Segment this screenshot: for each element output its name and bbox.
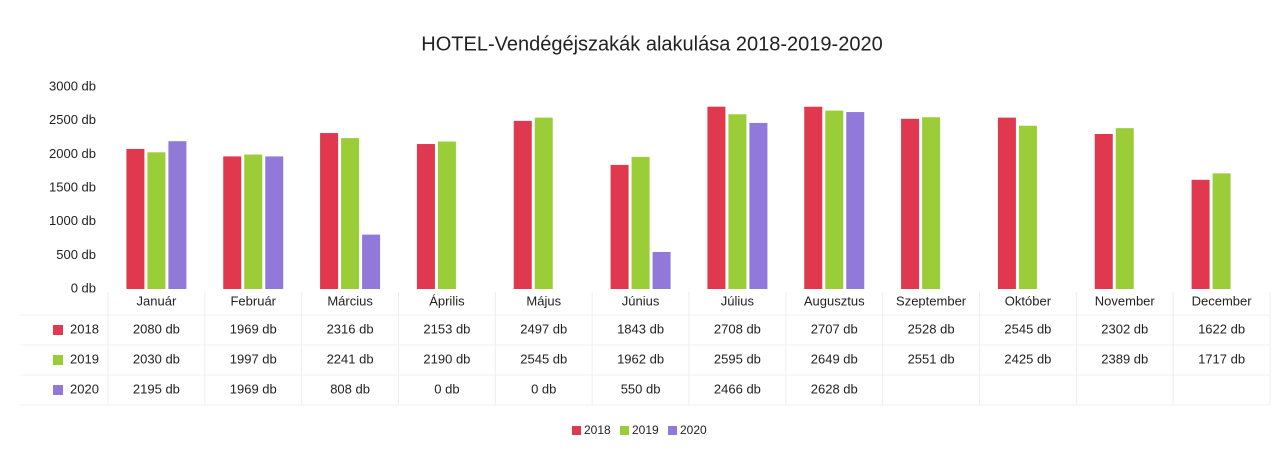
- y-tick-label: 500 db: [56, 247, 96, 262]
- bar: [631, 156, 650, 289]
- bar: [804, 106, 823, 289]
- table-value: 2649 db: [811, 351, 858, 366]
- table-value: 0 db: [531, 381, 556, 396]
- x-tick-label: Szeptember: [896, 293, 967, 308]
- table-value: 1997 db: [230, 351, 277, 366]
- bar: [922, 117, 941, 289]
- bar: [1191, 179, 1210, 289]
- chart-title: HOTEL-Vendégéjszakák alakulása 2018-2019…: [421, 33, 882, 55]
- table-value: 2545 db: [520, 351, 567, 366]
- table-value: 1969 db: [230, 321, 277, 336]
- x-tick-label: Augusztus: [804, 293, 865, 308]
- bar: [652, 251, 671, 289]
- table-value: 2241 db: [327, 351, 374, 366]
- table-value: 2195 db: [133, 381, 180, 396]
- table-value: 1622 db: [1198, 321, 1245, 336]
- table-series-name: 2018: [70, 321, 99, 336]
- legend-key: [572, 426, 581, 435]
- bar: [147, 152, 166, 289]
- bar: [997, 117, 1016, 290]
- table-value: 2466 db: [714, 381, 761, 396]
- bar: [1115, 128, 1134, 289]
- table-value: 2551 db: [908, 351, 955, 366]
- bar: [513, 120, 532, 289]
- table-value: 2595 db: [714, 351, 761, 366]
- bar: [749, 122, 768, 290]
- bar: [320, 133, 339, 289]
- y-tick-label: 2500 db: [49, 112, 96, 127]
- table-value: 2030 db: [133, 351, 180, 366]
- table-value: 2153 db: [423, 321, 470, 336]
- bar: [825, 110, 844, 289]
- y-tick-label: 2000 db: [49, 146, 96, 161]
- table-value: 1717 db: [1198, 351, 1245, 366]
- bar: [126, 148, 145, 289]
- x-tick-label: Január: [137, 293, 177, 308]
- table-value: 2302 db: [1101, 321, 1148, 336]
- bar: [362, 234, 381, 289]
- bar: [707, 106, 726, 289]
- x-tick-label: Május: [526, 293, 561, 308]
- legend-key: [668, 426, 677, 435]
- table-value: 550 db: [621, 381, 661, 396]
- table-value: 2497 db: [520, 321, 567, 336]
- bar: [168, 141, 187, 289]
- bar: [610, 164, 629, 289]
- table-value: 1969 db: [230, 381, 277, 396]
- table-value: 2316 db: [327, 321, 374, 336]
- bar: [1018, 125, 1037, 289]
- y-tick-label: 3000 db: [49, 78, 96, 93]
- table-value: 2628 db: [811, 381, 858, 396]
- bar: [534, 117, 553, 290]
- bar: [223, 156, 242, 289]
- x-tick-label: November: [1095, 293, 1156, 308]
- y-tick-label: 1000 db: [49, 213, 96, 228]
- table-value: 2708 db: [714, 321, 761, 336]
- bar: [265, 156, 284, 289]
- x-tick-label: Október: [1005, 293, 1052, 308]
- table-value: 1962 db: [617, 351, 664, 366]
- bar: [437, 141, 456, 289]
- bar: [416, 144, 435, 289]
- x-tick-label: Február: [230, 293, 276, 308]
- legend-label: 2018: [584, 423, 611, 437]
- legend-key: [620, 426, 629, 435]
- y-tick-label: 1500 db: [49, 179, 96, 194]
- table-value: 2528 db: [908, 321, 955, 336]
- table-legend-key: [53, 325, 63, 335]
- table-legend-key: [53, 355, 63, 365]
- table-legend-key: [53, 385, 63, 395]
- table-series-name: 2020: [70, 381, 99, 396]
- table-value: 2190 db: [423, 351, 470, 366]
- table-value: 2545 db: [1004, 321, 1051, 336]
- table-value: 1843 db: [617, 321, 664, 336]
- bar: [728, 114, 747, 290]
- x-tick-label: Július: [721, 293, 755, 308]
- bar: [846, 112, 865, 289]
- x-tick-label: Június: [622, 293, 660, 308]
- legend-label: 2019: [632, 423, 659, 437]
- bar: [1212, 173, 1231, 289]
- table-series-name: 2019: [70, 351, 99, 366]
- table-value: 2080 db: [133, 321, 180, 336]
- bar: [244, 154, 263, 289]
- bar: [901, 118, 920, 289]
- legend-label: 2020: [680, 423, 707, 437]
- bar: [341, 138, 360, 289]
- bar: [1094, 133, 1113, 289]
- table-value: 2707 db: [811, 321, 858, 336]
- x-tick-label: Március: [327, 293, 373, 308]
- table-value: 808 db: [330, 381, 370, 396]
- x-tick-label: December: [1192, 293, 1253, 308]
- table-value: 0 db: [434, 381, 459, 396]
- y-tick-label: 0 db: [71, 280, 96, 295]
- x-tick-label: Április: [429, 293, 465, 308]
- table-value: 2389 db: [1101, 351, 1148, 366]
- table-value: 2425 db: [1004, 351, 1051, 366]
